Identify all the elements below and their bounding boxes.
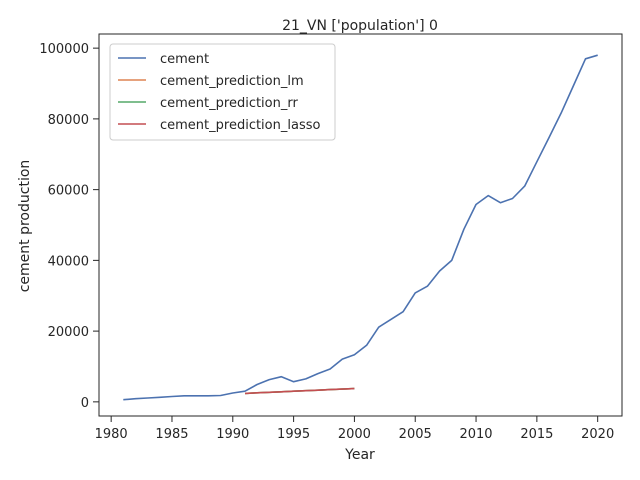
legend-box [109, 43, 336, 141]
y-tick-label: 60000 [48, 184, 89, 199]
x-tick-label: 2015 [520, 427, 553, 442]
y-tick-label: 80000 [48, 113, 89, 128]
y-tick-label: 40000 [48, 254, 89, 269]
x-axis: 1980 1985 1990 1995 2000 2005 2010 2015 2020 [95, 416, 614, 442]
legend-label: cement_prediction_lm [160, 74, 304, 89]
legend-label: cement_prediction_rr [160, 96, 298, 111]
x-tick-label: 2020 [581, 427, 614, 442]
y-tick-label: 0 [81, 396, 89, 411]
x-tick-label: 1990 [216, 427, 249, 442]
x-tick-label: 2000 [338, 427, 371, 442]
y-axis: 0 20000 40000 60000 80000 100000 [39, 42, 99, 411]
x-tick-label: 1995 [277, 427, 310, 442]
y-tick-label: 20000 [48, 325, 89, 340]
x-tick-label: 2010 [459, 427, 492, 442]
plot-area [123, 54, 598, 401]
series-line-cement [123, 54, 598, 401]
legend-label: cement [160, 52, 209, 67]
series-line-cement-prediction-lasso [244, 387, 355, 395]
x-tick-label: 2005 [399, 427, 432, 442]
x-tick-label: 1980 [95, 427, 128, 442]
plot-frame [98, 33, 623, 417]
x-tick-label: 1985 [155, 427, 188, 442]
y-tick-label: 100000 [39, 42, 89, 57]
chart-title: 21_VN ['population'] 0 [282, 18, 438, 34]
legend: cement cement_prediction_lm cement_predict… [109, 43, 336, 141]
y-axis-label: cement production [17, 160, 33, 293]
x-axis-label: Year [344, 447, 375, 463]
legend-label: cement_prediction_lasso [160, 118, 320, 133]
